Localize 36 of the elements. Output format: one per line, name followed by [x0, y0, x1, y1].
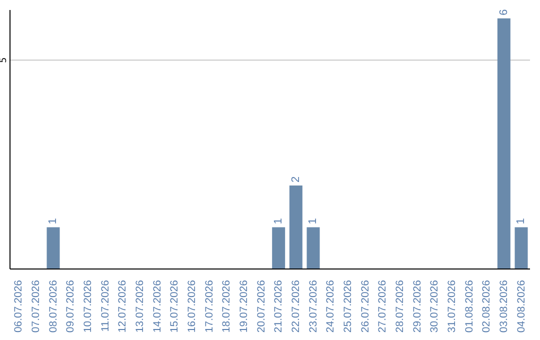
x-tick-label: 29.07.2026	[411, 280, 424, 333]
x-tick-label: 08.07.2026	[47, 280, 60, 333]
data-label: 1	[515, 218, 528, 224]
x-tick-label: 30.07.2026	[428, 280, 441, 333]
data-label: 1	[272, 218, 285, 224]
x-tick-label: 06.07.2026	[12, 280, 25, 333]
x-tick-label: 04.08.2026	[515, 280, 528, 333]
x-tick-label: 19.07.2026	[238, 280, 250, 333]
x-tick-label: 15.07.2026	[168, 280, 181, 333]
x-tick-label: 23.07.2026	[307, 280, 320, 333]
x-tick-label: 24.07.2026	[324, 280, 337, 333]
x-tick-label: 01.08.2026	[463, 280, 476, 333]
x-tick-label: 28.07.2026	[394, 280, 406, 333]
x-tick-label: 21.07.2026	[272, 280, 285, 333]
x-tick-label: 22.07.2026	[290, 280, 302, 333]
x-tick-label: 17.07.2026	[203, 280, 216, 333]
x-tick-label: 27.07.2026	[376, 280, 389, 333]
x-tick-label: 18.07.2026	[220, 280, 233, 333]
x-tick-label: 26.07.2026	[359, 280, 372, 333]
x-tick-label: 07.07.2026	[30, 280, 42, 333]
x-tick-label: 12.07.2026	[116, 280, 129, 333]
x-tick-label: 02.08.2026	[480, 280, 493, 333]
x-tick-label: 10.07.2026	[82, 280, 94, 333]
x-tick-label: 20.07.2026	[255, 280, 268, 333]
data-label: 2	[290, 176, 302, 182]
data-label: 1	[307, 218, 320, 224]
data-label: 1	[47, 218, 60, 224]
x-tick-label: 13.07.2026	[134, 280, 146, 333]
x-tick-label: 14.07.2026	[151, 280, 164, 333]
x-tick-label: 25.07.2026	[342, 280, 354, 333]
x-tick-label: 09.07.2026	[64, 280, 77, 333]
x-tick-label: 11.07.2026	[99, 280, 112, 332]
x-tick-label: 16.07.2026	[186, 280, 198, 333]
x-tick-label: 31.07.2026	[446, 280, 458, 333]
x-tick-label: 03.08.2026	[498, 280, 510, 333]
data-label: 6	[498, 9, 510, 16]
